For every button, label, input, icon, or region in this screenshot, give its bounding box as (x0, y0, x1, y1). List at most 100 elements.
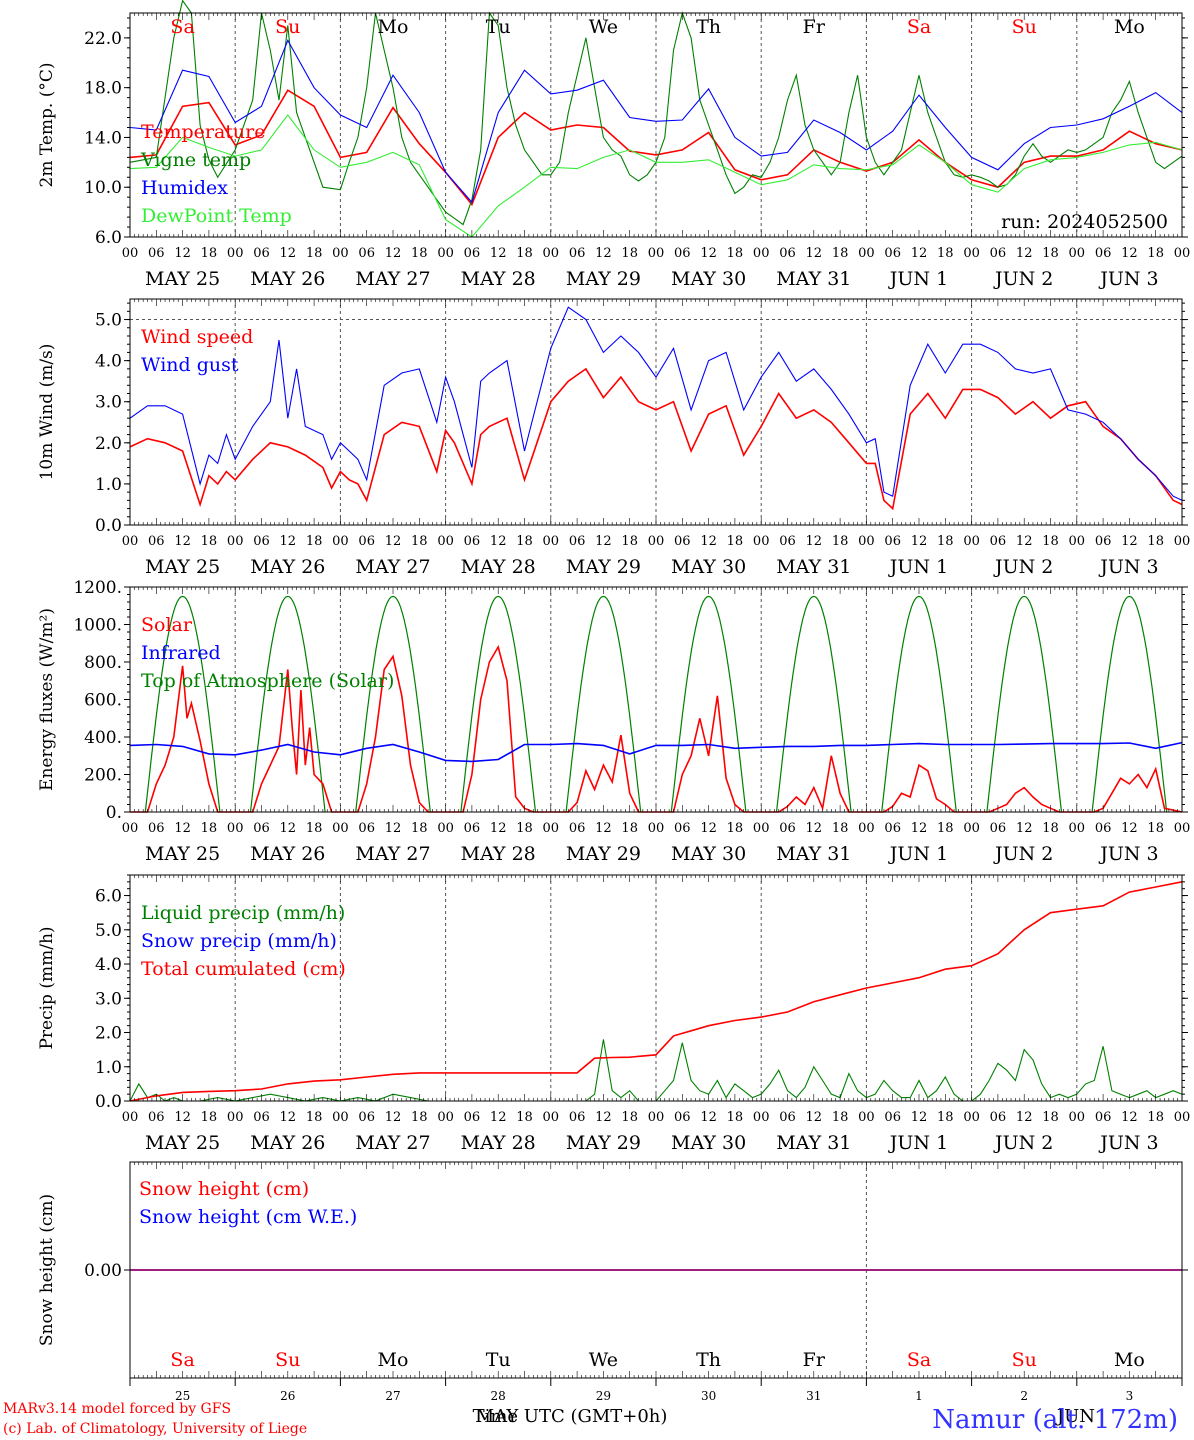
hour-label: 00 (437, 534, 454, 549)
hour-label: 18 (937, 821, 954, 836)
hour-label: 12 (911, 1110, 928, 1125)
legend-entry: DewPoint Temp (141, 205, 292, 227)
hour-label: 00 (858, 1110, 875, 1125)
legend-entry: Temperature (141, 121, 265, 143)
hour-label: 12 (700, 246, 717, 261)
hour-label: 18 (832, 1110, 849, 1125)
hour-label: 18 (621, 246, 638, 261)
footer-credit-line: (c) Lab. of Climatology, University of L… (3, 1421, 307, 1437)
hour-label: 18 (832, 534, 849, 549)
day-number: 3 (1126, 1389, 1134, 1403)
hour-label: 12 (385, 1110, 402, 1125)
weekday-label: Sa (907, 16, 931, 38)
series-toa-solar-day (355, 595, 431, 813)
hour-label: 06 (464, 246, 481, 261)
hour-label: 06 (148, 821, 165, 836)
hour-label: 12 (490, 246, 507, 261)
hour-label: 12 (490, 821, 507, 836)
weekday-label-bottom: Tu (486, 1349, 511, 1371)
day-number: 31 (806, 1389, 821, 1403)
day-number: 2 (1020, 1389, 1028, 1403)
series-wind-gust (129, 306, 1183, 501)
hour-label: 18 (621, 1110, 638, 1125)
y-axis-label: 10m Wind (m/s) (37, 344, 57, 481)
ytick-label: 600. (84, 691, 122, 711)
weekday-label: Mo (378, 16, 409, 38)
hour-label: 18 (306, 821, 323, 836)
date-label: MAY 30 (671, 1132, 746, 1154)
hour-label: 12 (174, 821, 191, 836)
hour-label: 06 (1095, 821, 1112, 836)
legend-entry: Total cumulated (cm) (141, 958, 346, 980)
ytick-label: 10.0 (84, 178, 122, 198)
date-label: MAY 31 (776, 556, 851, 578)
hour-label: 00 (332, 1110, 349, 1125)
hour-label: 00 (963, 246, 980, 261)
hour-label: 06 (674, 1110, 691, 1125)
date-label: MAY 29 (566, 1132, 641, 1154)
legend-entry: Wind gust (141, 354, 239, 376)
hour-label: 06 (1095, 1110, 1112, 1125)
date-label: MAY 30 (671, 556, 746, 578)
hour-label: 06 (253, 1110, 270, 1125)
ytick-label: 0.0 (95, 516, 122, 536)
series-toa-solar-day (1091, 595, 1168, 813)
date-label: JUN 2 (993, 268, 1053, 290)
date-label: MAY 28 (461, 1132, 536, 1154)
run-label: run: 2024052500 (1001, 211, 1168, 233)
hour-label: 12 (1121, 246, 1138, 261)
hour-label: 00 (753, 534, 770, 549)
series-dewpoint-temp (129, 114, 1183, 238)
hour-label: 06 (884, 534, 901, 549)
date-label: JUN 3 (1098, 268, 1158, 290)
hour-label: 18 (411, 534, 428, 549)
ytick-label: 4.0 (95, 352, 122, 372)
day-number: 25 (175, 1389, 190, 1403)
hour-label: 06 (358, 534, 375, 549)
hour-label: 18 (201, 534, 218, 549)
hour-label: 00 (437, 821, 454, 836)
weekday-label-bottom: Su (275, 1349, 300, 1371)
hour-label: 06 (253, 821, 270, 836)
hour-label: 06 (884, 821, 901, 836)
hour-label: 18 (411, 1110, 428, 1125)
hour-label: 00 (963, 534, 980, 549)
date-label: MAY 31 (776, 1132, 851, 1154)
hour-label: 12 (700, 1110, 717, 1125)
day-number: 1 (915, 1389, 923, 1403)
hour-label: 12 (806, 534, 823, 549)
hour-label: 00 (122, 821, 139, 836)
hour-label: 00 (1069, 821, 1086, 836)
date-label: JUN 1 (888, 268, 948, 290)
hour-label: 00 (543, 534, 560, 549)
hour-label: 00 (1174, 821, 1191, 836)
date-label: MAY 27 (355, 843, 430, 865)
hour-label: 12 (1016, 1110, 1033, 1125)
day-number: 27 (385, 1389, 400, 1403)
series-toa-solar-day (460, 595, 537, 813)
date-label: MAY 27 (355, 268, 430, 290)
hour-label: 18 (727, 821, 744, 836)
hour-label: 00 (1174, 246, 1191, 261)
hour-label: 12 (385, 821, 402, 836)
hour-label: 06 (569, 821, 586, 836)
hour-label: 12 (174, 534, 191, 549)
ytick-label: 5.0 (95, 921, 122, 941)
hour-label: 06 (779, 534, 796, 549)
date-label: MAY 28 (461, 556, 536, 578)
weekday-label: Tu (486, 16, 511, 38)
hour-label: 00 (543, 246, 560, 261)
date-label: MAY 25 (145, 268, 220, 290)
ytick-label: 6.0 (95, 228, 122, 248)
date-label: MAY 31 (776, 268, 851, 290)
hour-label: 12 (1016, 821, 1033, 836)
hour-label: 06 (1095, 246, 1112, 261)
ytick-label: 2.0 (95, 434, 122, 454)
hour-label: 00 (963, 821, 980, 836)
legend-entry: Snow height (cm) (139, 1178, 309, 1200)
legend-entry: Snow precip (mm/h) (141, 930, 337, 952)
hour-label: 18 (937, 534, 954, 549)
hour-label: 00 (227, 534, 244, 549)
hour-label: 18 (727, 246, 744, 261)
y-axis-label: Precip (mm/h) (37, 926, 57, 1049)
